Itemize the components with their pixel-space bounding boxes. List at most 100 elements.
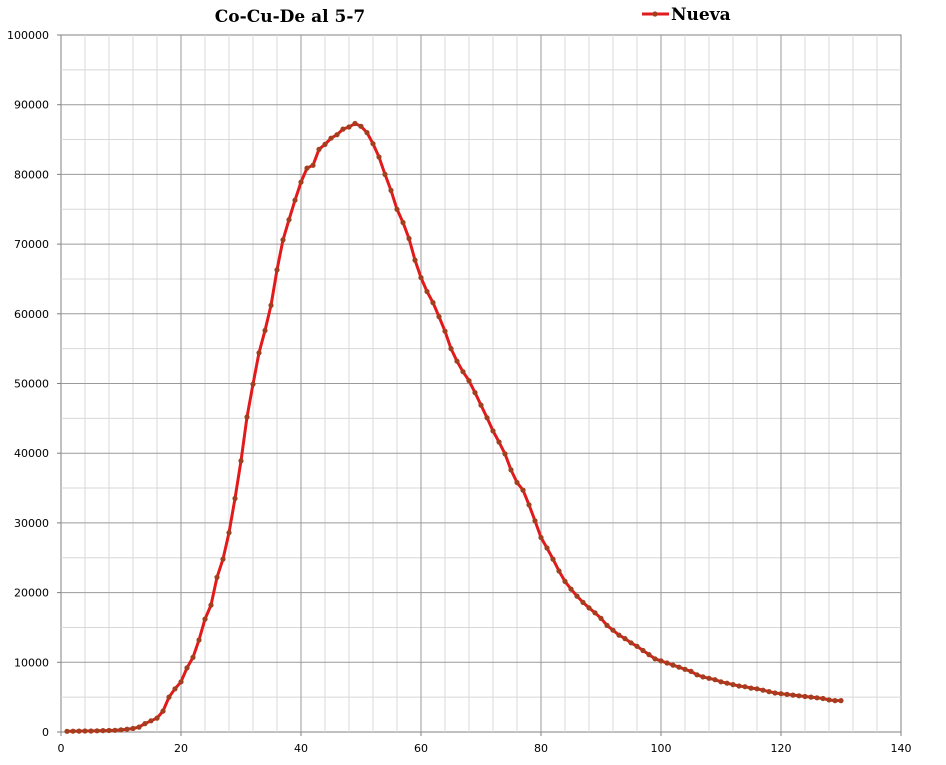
data-point bbox=[790, 692, 796, 698]
data-point bbox=[352, 120, 358, 127]
data-point bbox=[454, 358, 460, 364]
data-point bbox=[406, 235, 412, 242]
data-point bbox=[718, 679, 724, 685]
data-point bbox=[628, 640, 634, 646]
data-point bbox=[808, 694, 814, 700]
data-point bbox=[784, 691, 790, 698]
data-point bbox=[244, 414, 250, 420]
data-point bbox=[838, 698, 844, 704]
data-point bbox=[664, 660, 670, 666]
data-point bbox=[550, 556, 556, 562]
data-point bbox=[508, 467, 514, 473]
data-point bbox=[346, 124, 352, 130]
data-point bbox=[268, 302, 274, 308]
x-tick-label: 40 bbox=[294, 742, 308, 755]
data-point bbox=[250, 381, 256, 387]
x-axis-ticks: 0 20 40 60 80 100 120 140 bbox=[58, 732, 912, 755]
data-point bbox=[136, 724, 142, 730]
y-tick-label: 0 bbox=[42, 726, 49, 739]
data-point bbox=[802, 693, 808, 700]
y-tick-label: 10000 bbox=[14, 656, 49, 669]
data-point bbox=[184, 665, 190, 671]
data-point bbox=[130, 725, 136, 732]
y-tick-label: 80000 bbox=[14, 168, 49, 181]
data-point bbox=[202, 616, 208, 622]
data-point bbox=[682, 666, 688, 672]
y-tick-label: 40000 bbox=[14, 447, 49, 460]
data-point bbox=[148, 718, 154, 724]
data-point bbox=[760, 687, 766, 693]
data-point bbox=[538, 534, 544, 541]
data-point bbox=[514, 479, 520, 486]
data-point bbox=[100, 728, 106, 734]
data-point bbox=[178, 679, 184, 685]
data-point bbox=[232, 495, 238, 502]
data-point bbox=[154, 715, 160, 721]
x-tick-label: 20 bbox=[174, 742, 188, 755]
data-point bbox=[364, 130, 370, 136]
data-point bbox=[358, 123, 364, 129]
y-tick-label: 100000 bbox=[7, 29, 49, 42]
data-point bbox=[712, 677, 718, 683]
data-point bbox=[340, 126, 346, 132]
legend-label: Nueva bbox=[671, 5, 731, 25]
data-point bbox=[64, 728, 70, 734]
data-point bbox=[88, 728, 94, 734]
x-tick-label: 80 bbox=[534, 742, 548, 755]
data-point bbox=[496, 439, 502, 445]
data-point bbox=[772, 690, 778, 696]
data-point bbox=[166, 694, 172, 700]
data-point bbox=[400, 219, 406, 226]
data-point bbox=[574, 593, 580, 599]
data-point bbox=[208, 602, 214, 608]
x-tick-label: 100 bbox=[651, 742, 672, 755]
data-point bbox=[598, 615, 604, 622]
data-point bbox=[766, 689, 772, 695]
y-tick-label: 90000 bbox=[14, 99, 49, 112]
data-point bbox=[280, 237, 286, 243]
data-point bbox=[292, 197, 298, 203]
data-point bbox=[172, 686, 178, 692]
data-point bbox=[778, 691, 784, 697]
data-point bbox=[70, 728, 76, 734]
data-point bbox=[256, 350, 262, 356]
data-point bbox=[214, 574, 220, 580]
data-point bbox=[586, 605, 592, 611]
data-point bbox=[826, 697, 832, 703]
data-point bbox=[820, 695, 826, 702]
data-point bbox=[118, 727, 124, 733]
data-point bbox=[472, 390, 478, 396]
x-tick-label: 140 bbox=[891, 742, 912, 755]
y-tick-label: 30000 bbox=[14, 517, 49, 530]
series-line-nueva bbox=[65, 122, 843, 733]
major-gridlines bbox=[61, 35, 901, 732]
data-point bbox=[700, 674, 706, 680]
data-point bbox=[328, 135, 334, 141]
data-point bbox=[304, 165, 310, 171]
y-tick-label: 20000 bbox=[14, 587, 49, 600]
data-point bbox=[742, 684, 748, 690]
chart-title: Co-Cu-De al 5-7 bbox=[215, 7, 365, 27]
data-point bbox=[640, 647, 646, 654]
data-point bbox=[310, 162, 316, 168]
data-point bbox=[748, 685, 754, 691]
data-point bbox=[124, 726, 130, 732]
data-point bbox=[796, 693, 802, 699]
y-tick-label: 70000 bbox=[14, 238, 49, 251]
data-point bbox=[382, 171, 388, 177]
data-point bbox=[196, 637, 202, 643]
data-point bbox=[556, 568, 562, 574]
data-point bbox=[478, 402, 484, 408]
data-point bbox=[274, 267, 280, 273]
data-point bbox=[94, 728, 100, 734]
data-point bbox=[490, 428, 496, 434]
data-point bbox=[106, 727, 112, 734]
legend: Nueva bbox=[642, 5, 731, 25]
data-point bbox=[568, 586, 574, 592]
data-point bbox=[544, 545, 550, 551]
data-point bbox=[532, 518, 538, 524]
data-point bbox=[814, 695, 820, 701]
data-point bbox=[334, 132, 340, 138]
data-point bbox=[442, 328, 448, 334]
